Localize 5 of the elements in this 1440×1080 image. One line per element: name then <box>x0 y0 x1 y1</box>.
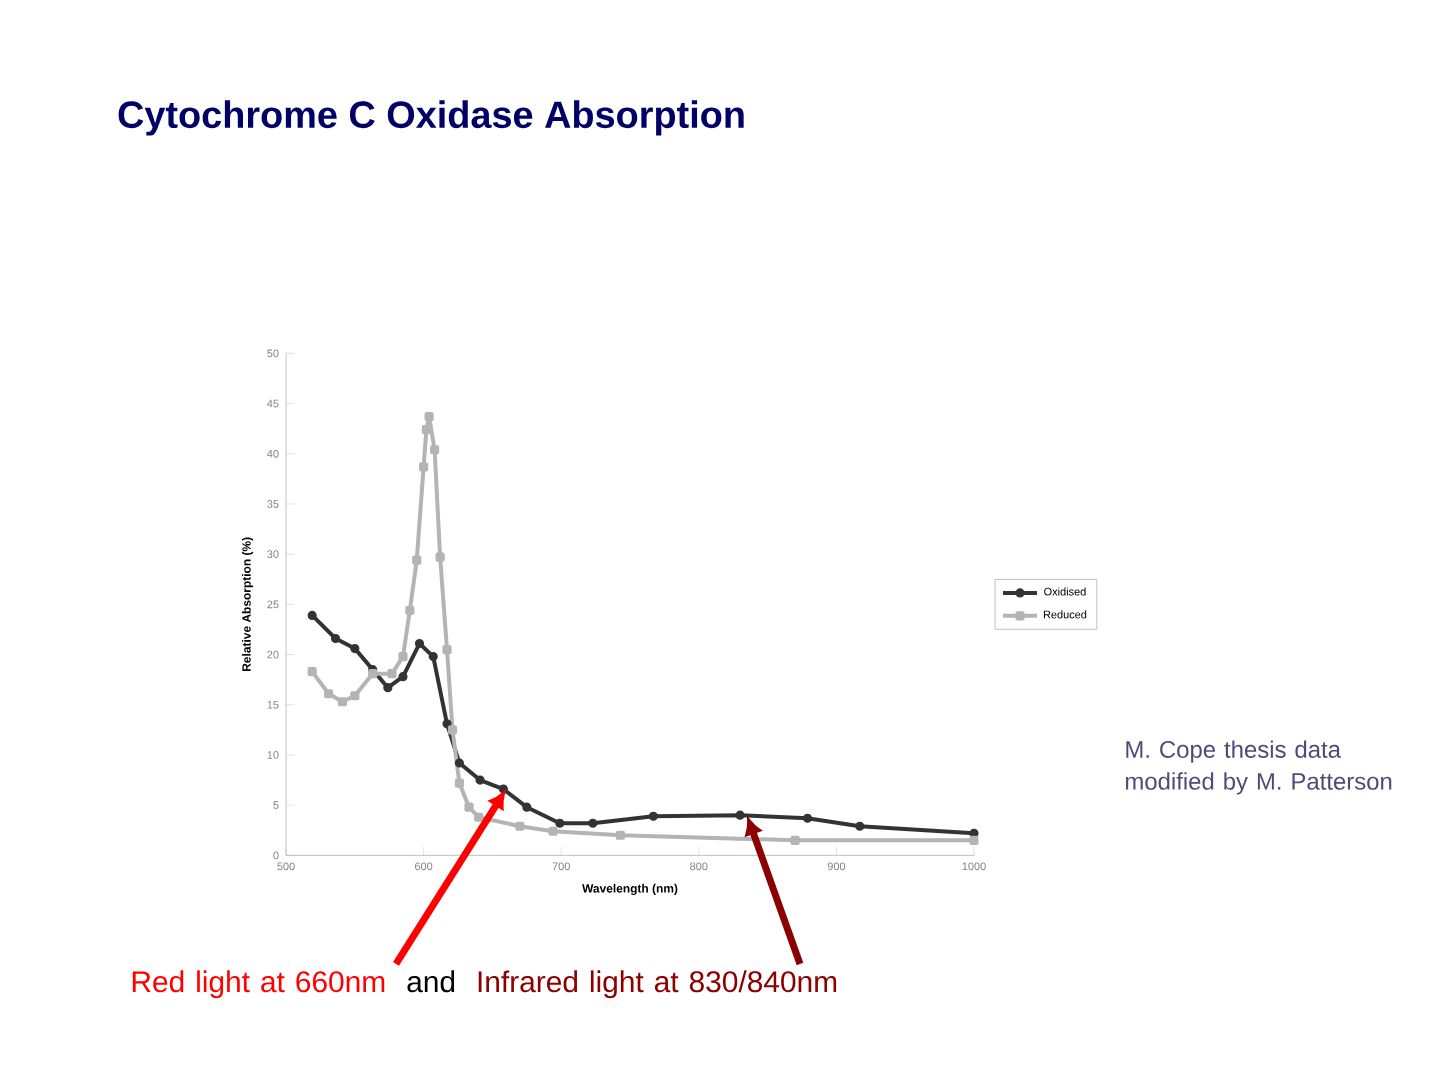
annotation: Red light at 660nm <box>132 970 385 999</box>
annotation: Infrared light at 830/840nm <box>478 970 837 999</box>
text: M. Cope thesis data modified by M. Patterson <box>1126 740 1392 795</box>
text: and <box>407 970 455 993</box>
chart-title: Cytochrome C Oxidase Absorption <box>118 100 744 136</box>
